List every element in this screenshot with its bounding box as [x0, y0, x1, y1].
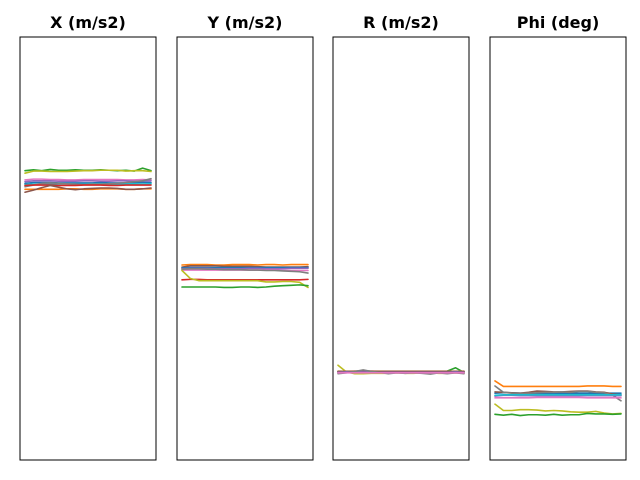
series-line-9 — [181, 284, 309, 289]
series-line-10 — [24, 184, 152, 194]
panel-4: Phi (deg) — [489, 13, 627, 461]
series-line-8 — [181, 269, 309, 289]
series-line-1 — [494, 380, 622, 388]
series-line-8 — [494, 403, 622, 415]
panel-title: Y (m/s2) — [207, 13, 283, 32]
panel-1: X (m/s2) — [19, 13, 157, 461]
panel-title: Phi (deg) — [517, 13, 600, 32]
series-line-4 — [24, 180, 152, 183]
plot-area-frame — [19, 36, 157, 461]
series-line-9 — [494, 412, 622, 417]
panel-title: X (m/s2) — [50, 13, 126, 32]
panel-title: R (m/s2) — [363, 13, 439, 32]
panel-3: R (m/s2) — [332, 13, 470, 461]
chart-panels: X (m/s2) Y (m/s2) R (m/s2) Phi (deg) — [19, 13, 627, 461]
plot-area-frame — [176, 36, 314, 461]
series-line-3 — [24, 178, 152, 181]
series-line-6 — [181, 268, 309, 274]
plot-area-frame — [489, 36, 627, 461]
series-line-4 — [494, 385, 622, 402]
series-line-2 — [24, 169, 152, 175]
panel-2: Y (m/s2) — [176, 13, 314, 461]
plot-area-frame — [332, 36, 470, 461]
